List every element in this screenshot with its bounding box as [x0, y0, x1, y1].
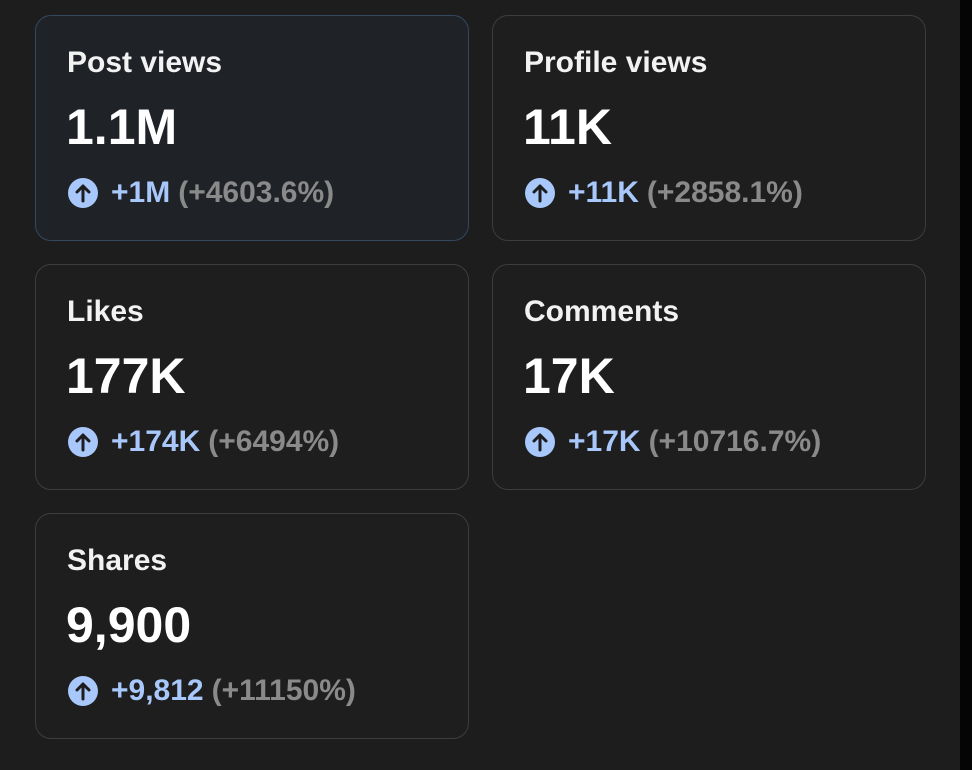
- stat-change: +17K: [568, 425, 641, 458]
- screen-edge: [960, 0, 972, 770]
- up-arrow-icon: [68, 427, 98, 457]
- stat-card[interactable]: Shares 9,900 +9,812 (+11150%): [35, 513, 469, 739]
- up-arrow-icon: [525, 178, 555, 208]
- stat-card[interactable]: Likes 177K +174K (+6494%): [35, 264, 469, 490]
- stat-value: 9,900: [66, 597, 192, 653]
- stat-change-row: +174K (+6494%): [67, 425, 339, 459]
- stat-title: Profile views: [524, 46, 708, 79]
- stat-value: 11K: [523, 99, 612, 155]
- stat-change-row: +1M (+4603.6%): [67, 176, 334, 210]
- stat-card[interactable]: Post views 1.1M +1M (+4603.6%): [35, 15, 469, 241]
- stat-value: 177K: [66, 348, 186, 404]
- stat-change: +11K: [568, 176, 639, 209]
- stat-percent: (+10716.7%): [648, 425, 822, 458]
- stat-title: Shares: [67, 544, 168, 577]
- stat-change-row: +11K (+2858.1%): [524, 176, 803, 210]
- stat-percent: (+2858.1%): [646, 176, 803, 209]
- stat-title: Likes: [67, 295, 144, 328]
- stat-value: 1.1M: [66, 99, 178, 155]
- stat-change: +9,812: [111, 674, 204, 707]
- stat-title: Comments: [524, 295, 680, 328]
- stat-card[interactable]: Profile views 11K +11K (+2858.1%): [492, 15, 926, 241]
- stat-title: Post views: [67, 46, 223, 79]
- stat-change-row: +17K (+10716.7%): [524, 425, 821, 459]
- stat-change: +1M: [111, 176, 171, 209]
- stat-percent: (+4603.6%): [178, 176, 335, 209]
- stat-change-row: +9,812 (+11150%): [67, 674, 356, 708]
- stat-value: 17K: [523, 348, 615, 404]
- up-arrow-icon: [68, 676, 98, 706]
- stat-percent: (+6494%): [208, 425, 340, 458]
- stat-card[interactable]: Comments 17K +17K (+10716.7%): [492, 264, 926, 490]
- up-arrow-icon: [68, 178, 98, 208]
- stat-change: +174K: [111, 425, 201, 458]
- up-arrow-icon: [525, 427, 555, 457]
- stat-percent: (+11150%): [211, 674, 356, 707]
